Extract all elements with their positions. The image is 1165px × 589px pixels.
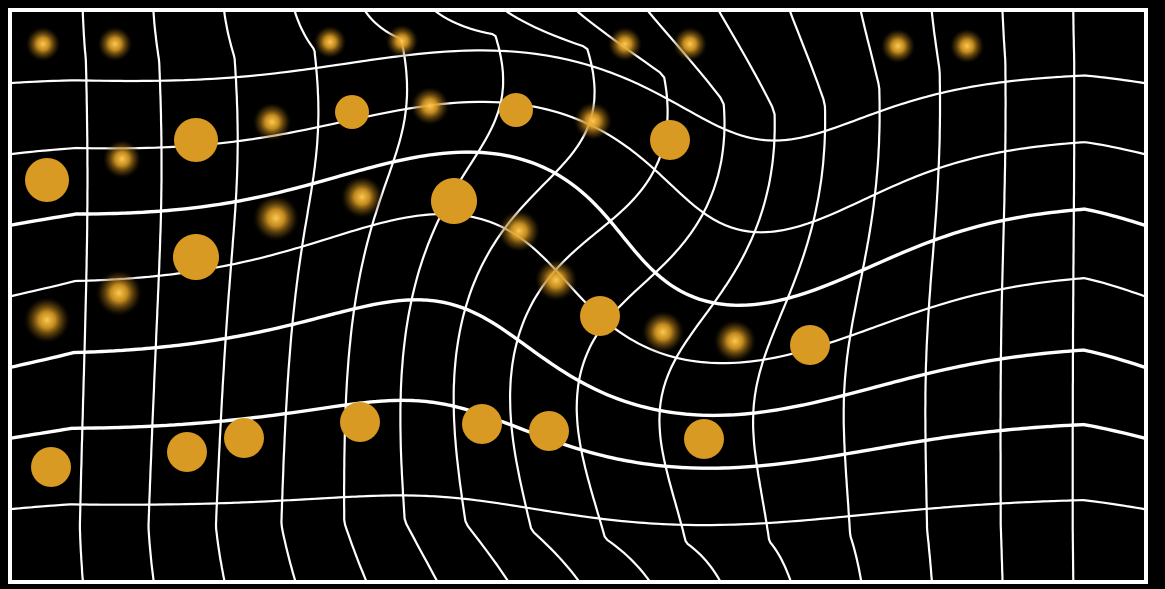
sharp-dot	[174, 118, 218, 162]
blurred-dot	[313, 25, 347, 59]
grid-line-horizontal	[10, 49, 1146, 142]
sharp-dot	[224, 418, 264, 458]
blurred-dot	[25, 26, 61, 62]
sharp-dot	[684, 419, 724, 459]
blurred-dot	[102, 139, 142, 179]
grid-line-horizontal	[10, 298, 1146, 418]
blurred-dot	[252, 102, 292, 142]
blurred-dot	[713, 319, 757, 363]
grid-line-horizontal	[10, 150, 1146, 308]
blurred-dot	[880, 28, 916, 64]
blurred-dot	[497, 209, 541, 253]
blurred-dot	[410, 86, 450, 126]
sharp-dot	[167, 432, 207, 472]
sharp-dot	[25, 158, 69, 202]
sharp-dot	[790, 325, 830, 365]
sharp-dot	[499, 93, 533, 127]
blurred-dot	[95, 269, 143, 317]
grid-line-horizontal	[10, 398, 1146, 470]
sharp-dot	[580, 296, 620, 336]
grid-frame	[8, 8, 1148, 584]
blurred-dot	[573, 101, 613, 141]
blurred-dot	[534, 258, 578, 302]
sharp-dot	[31, 447, 71, 487]
sharp-dot	[529, 411, 569, 451]
blurred-dot	[672, 26, 708, 62]
grid-line-horizontal	[10, 494, 1146, 527]
blurred-dot	[252, 194, 300, 242]
blurred-dot	[607, 26, 643, 62]
blurred-dot	[641, 310, 685, 354]
dot-layer	[23, 24, 985, 487]
sharp-dot	[335, 95, 369, 129]
sharp-dot	[650, 120, 690, 160]
sharp-dot	[462, 404, 502, 444]
blurred-dot	[97, 26, 133, 62]
sharp-dot	[173, 234, 219, 280]
sharp-dot	[340, 402, 380, 442]
blurred-dot	[23, 296, 71, 344]
blurred-dot	[949, 28, 985, 64]
blurred-dot	[385, 24, 419, 58]
sharp-dot	[431, 178, 477, 224]
blurred-dot	[340, 175, 384, 219]
